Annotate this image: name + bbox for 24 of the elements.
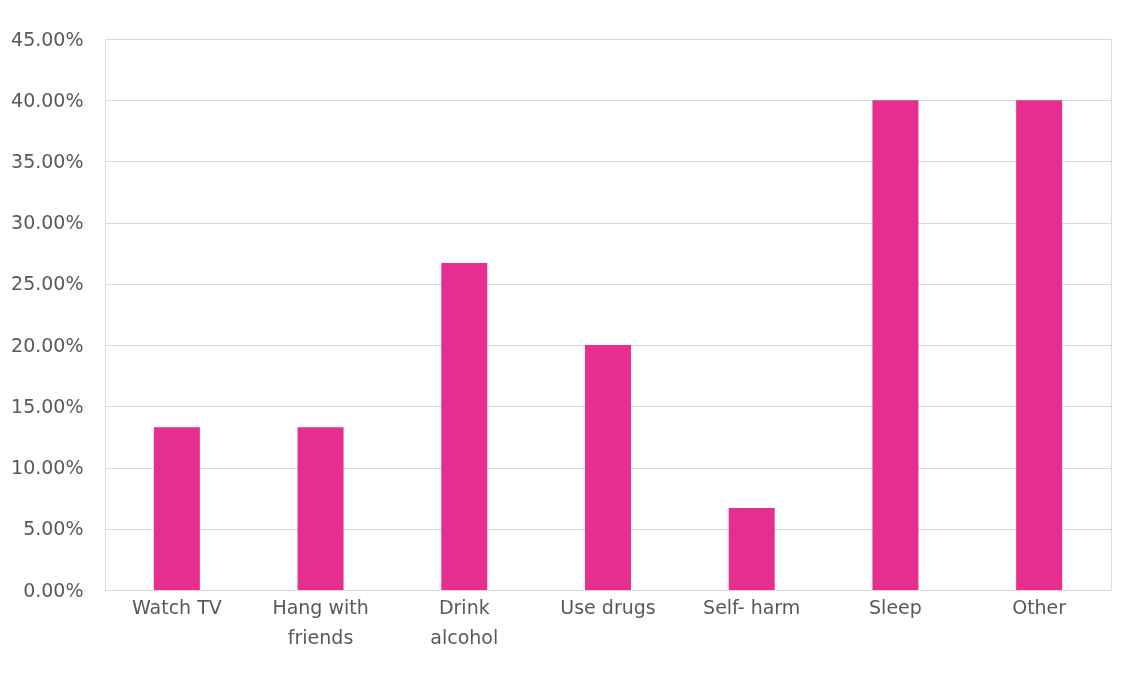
y-tick-label: 25.00% — [11, 272, 84, 295]
y-tick-label: 15.00% — [11, 394, 84, 417]
x-tick-label: Sleep — [869, 595, 922, 618]
x-tick-label: Self- harm — [703, 595, 801, 618]
y-tick-label: 20.00% — [11, 333, 84, 356]
x-tick-label: Watch TV — [131, 595, 222, 618]
y-tick-label: 30.00% — [11, 211, 84, 234]
y-tick-label: 10.00% — [11, 456, 84, 479]
y-tick-label: 45.00% — [11, 27, 84, 50]
bar — [585, 345, 631, 590]
bar — [872, 100, 919, 590]
x-tick-label: Hang with friends — [272, 595, 369, 648]
y-tick-label: 40.00% — [11, 88, 84, 111]
bar — [441, 263, 488, 590]
x-tick-label: Use drugs — [560, 595, 656, 618]
bar — [297, 427, 344, 590]
bar — [728, 507, 775, 590]
y-tick-label: 5.00% — [23, 517, 84, 540]
y-tick-label: 0.00% — [23, 578, 84, 601]
x-tick-label: Other — [1012, 595, 1067, 618]
bar — [1016, 100, 1063, 590]
bar — [153, 427, 200, 590]
y-tick-label: 35.00% — [11, 149, 84, 172]
x-tick-label: Drink alcohol — [430, 595, 499, 648]
